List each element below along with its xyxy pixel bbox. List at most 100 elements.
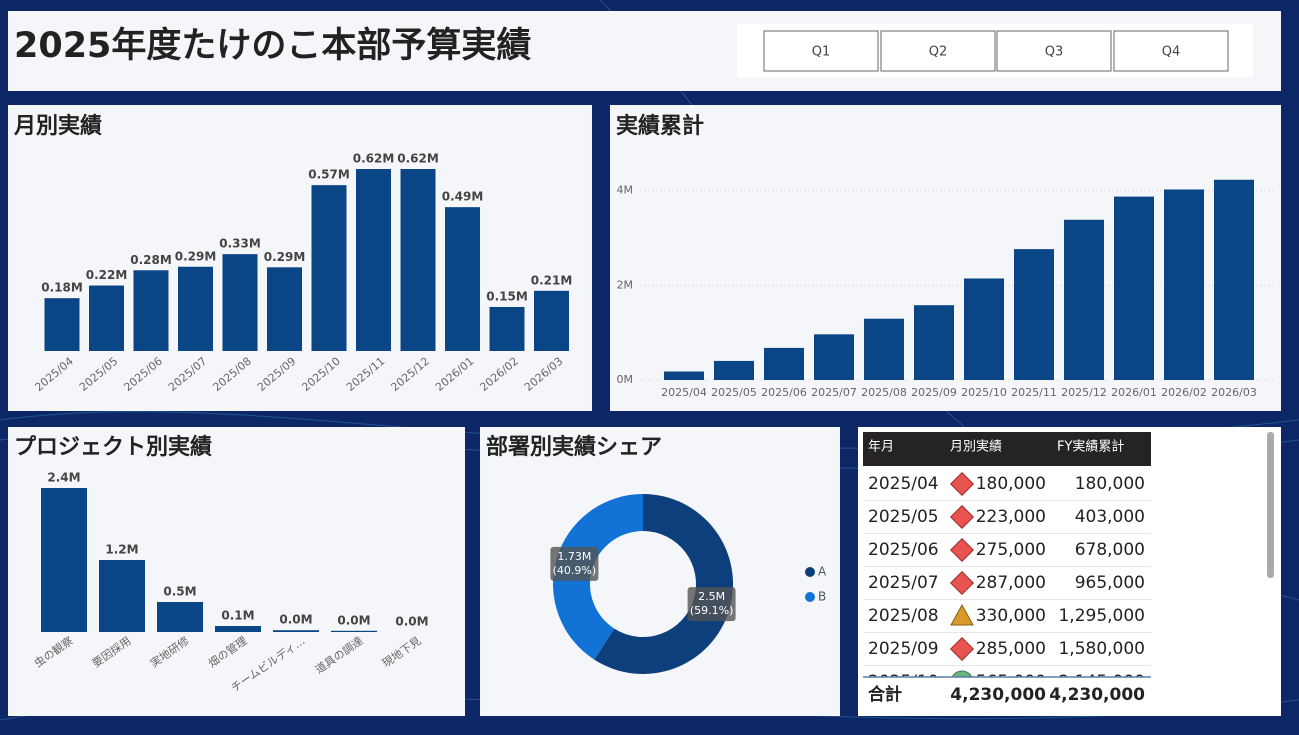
- bar: [89, 285, 124, 351]
- panel: [8, 105, 592, 411]
- quarter-button-label[interactable]: Q2: [929, 45, 948, 60]
- bar: [311, 185, 347, 351]
- quarter-button[interactable]: [763, 30, 879, 72]
- chart-title: 月別実績: [13, 113, 102, 139]
- bar: [41, 488, 87, 632]
- column-header: 月別実績: [950, 439, 1002, 455]
- legend-marker: [805, 592, 815, 602]
- status-icon: [949, 537, 975, 563]
- cell: 2025/10: [868, 672, 939, 692]
- data-label: 0.0M: [279, 613, 312, 627]
- data-label: 0.22M: [86, 268, 128, 282]
- quarter-button[interactable]: [880, 30, 996, 72]
- bar: [178, 266, 213, 351]
- table-body: 2025/04 180,000 180,000 2025/05 223,000 403,0…: [863, 471, 1151, 692]
- bar: [914, 305, 954, 380]
- cell: 965,000: [1075, 573, 1145, 593]
- legend-label: B: [818, 590, 826, 604]
- x-tick-label: 2025/10: [961, 386, 1007, 399]
- chart-title: 実績累計: [616, 113, 704, 139]
- cell: 403,000: [1075, 507, 1145, 527]
- data-label: 1.73M: [557, 550, 591, 563]
- status-icon: [949, 570, 975, 596]
- y-tick-label: 4M: [617, 184, 634, 197]
- bar: [267, 267, 302, 351]
- cell: 330,000: [976, 606, 1046, 626]
- cell: 2,145,000: [1058, 672, 1145, 692]
- cell: 2025/05: [868, 507, 939, 527]
- table-panel: [858, 427, 1281, 716]
- x-tick-label: 2026/03: [1211, 386, 1257, 399]
- share-label: (59.1%): [690, 604, 734, 617]
- cell: 1,295,000: [1058, 606, 1145, 626]
- data-label-box: [687, 587, 736, 622]
- scrollbar[interactable]: [1267, 432, 1274, 578]
- bar: [1214, 179, 1254, 380]
- bar: [99, 560, 145, 632]
- data-label: 2.4M: [47, 471, 80, 485]
- bar: [864, 318, 904, 380]
- data-label: 2.5M: [698, 590, 725, 603]
- quarter-button[interactable]: [996, 30, 1112, 72]
- bar: [814, 334, 854, 380]
- cell: 180,000: [1075, 474, 1145, 494]
- quarter-button-label[interactable]: Q3: [1045, 45, 1064, 60]
- cell: 223,000: [976, 507, 1046, 527]
- quarter-button-label[interactable]: Q1: [812, 45, 831, 60]
- cell: 2025/04: [868, 474, 939, 494]
- bar: [664, 371, 704, 380]
- data-label: 0.57M: [308, 168, 350, 182]
- data-label: 1.2M: [105, 543, 138, 557]
- bar: [356, 169, 391, 351]
- bar: [1114, 196, 1154, 380]
- legend-marker: [805, 567, 815, 577]
- data-label: 0.0M: [395, 615, 428, 629]
- total-cell: 4,230,000: [1049, 685, 1145, 705]
- data-label: 0.62M: [397, 152, 439, 166]
- data-label: 0.18M: [41, 281, 83, 295]
- bar: [157, 602, 203, 632]
- column-header: FY実績累計: [1057, 439, 1124, 455]
- data-label: 0.5M: [163, 585, 196, 599]
- cell: 565,000: [976, 672, 1046, 692]
- quarter-button[interactable]: [1113, 30, 1229, 72]
- bar: [400, 169, 436, 351]
- bar: [273, 630, 319, 632]
- status-icon: [951, 670, 973, 677]
- x-tick-label: 2025/12: [1061, 386, 1107, 399]
- data-label: 0.1M: [221, 609, 254, 623]
- cell: 275,000: [976, 540, 1046, 560]
- donut-slice: [594, 494, 733, 675]
- cell: 2025/07: [868, 573, 939, 593]
- bar: [44, 298, 80, 351]
- bar: [714, 360, 754, 380]
- data-label: 0.21M: [531, 273, 573, 287]
- data-label: 0.29M: [264, 250, 306, 264]
- x-tick-label: 2025/06: [761, 386, 807, 399]
- bar: [1014, 249, 1054, 380]
- x-tick-label: 2026/02: [1161, 386, 1207, 399]
- status-icon: [949, 504, 975, 530]
- total-label: 合計: [868, 684, 902, 705]
- data-label: 0.15M: [486, 289, 528, 303]
- status-icon: [949, 636, 975, 662]
- cell: 678,000: [1075, 540, 1145, 560]
- quarter-button-label[interactable]: Q4: [1162, 45, 1181, 60]
- page-title: 2025年度たけのこ本部予算実績: [14, 26, 531, 66]
- data-label: 0.33M: [219, 237, 261, 251]
- bar: [1064, 219, 1104, 380]
- x-tick-label: 2025/05: [711, 386, 757, 399]
- data-label: 0.28M: [130, 253, 172, 267]
- bar: [764, 347, 804, 380]
- table-header: [863, 432, 1151, 466]
- column-header: 年月: [868, 440, 894, 455]
- legend-label: A: [818, 565, 827, 579]
- x-tick-label: 2026/01: [1111, 386, 1157, 399]
- data-label: 0.62M: [353, 152, 395, 166]
- y-tick-label: 0M: [617, 373, 634, 386]
- y-tick-label: 2M: [617, 278, 634, 291]
- panel: [480, 427, 840, 716]
- bar: [222, 254, 258, 351]
- x-tick-label: 2025/07: [811, 386, 857, 399]
